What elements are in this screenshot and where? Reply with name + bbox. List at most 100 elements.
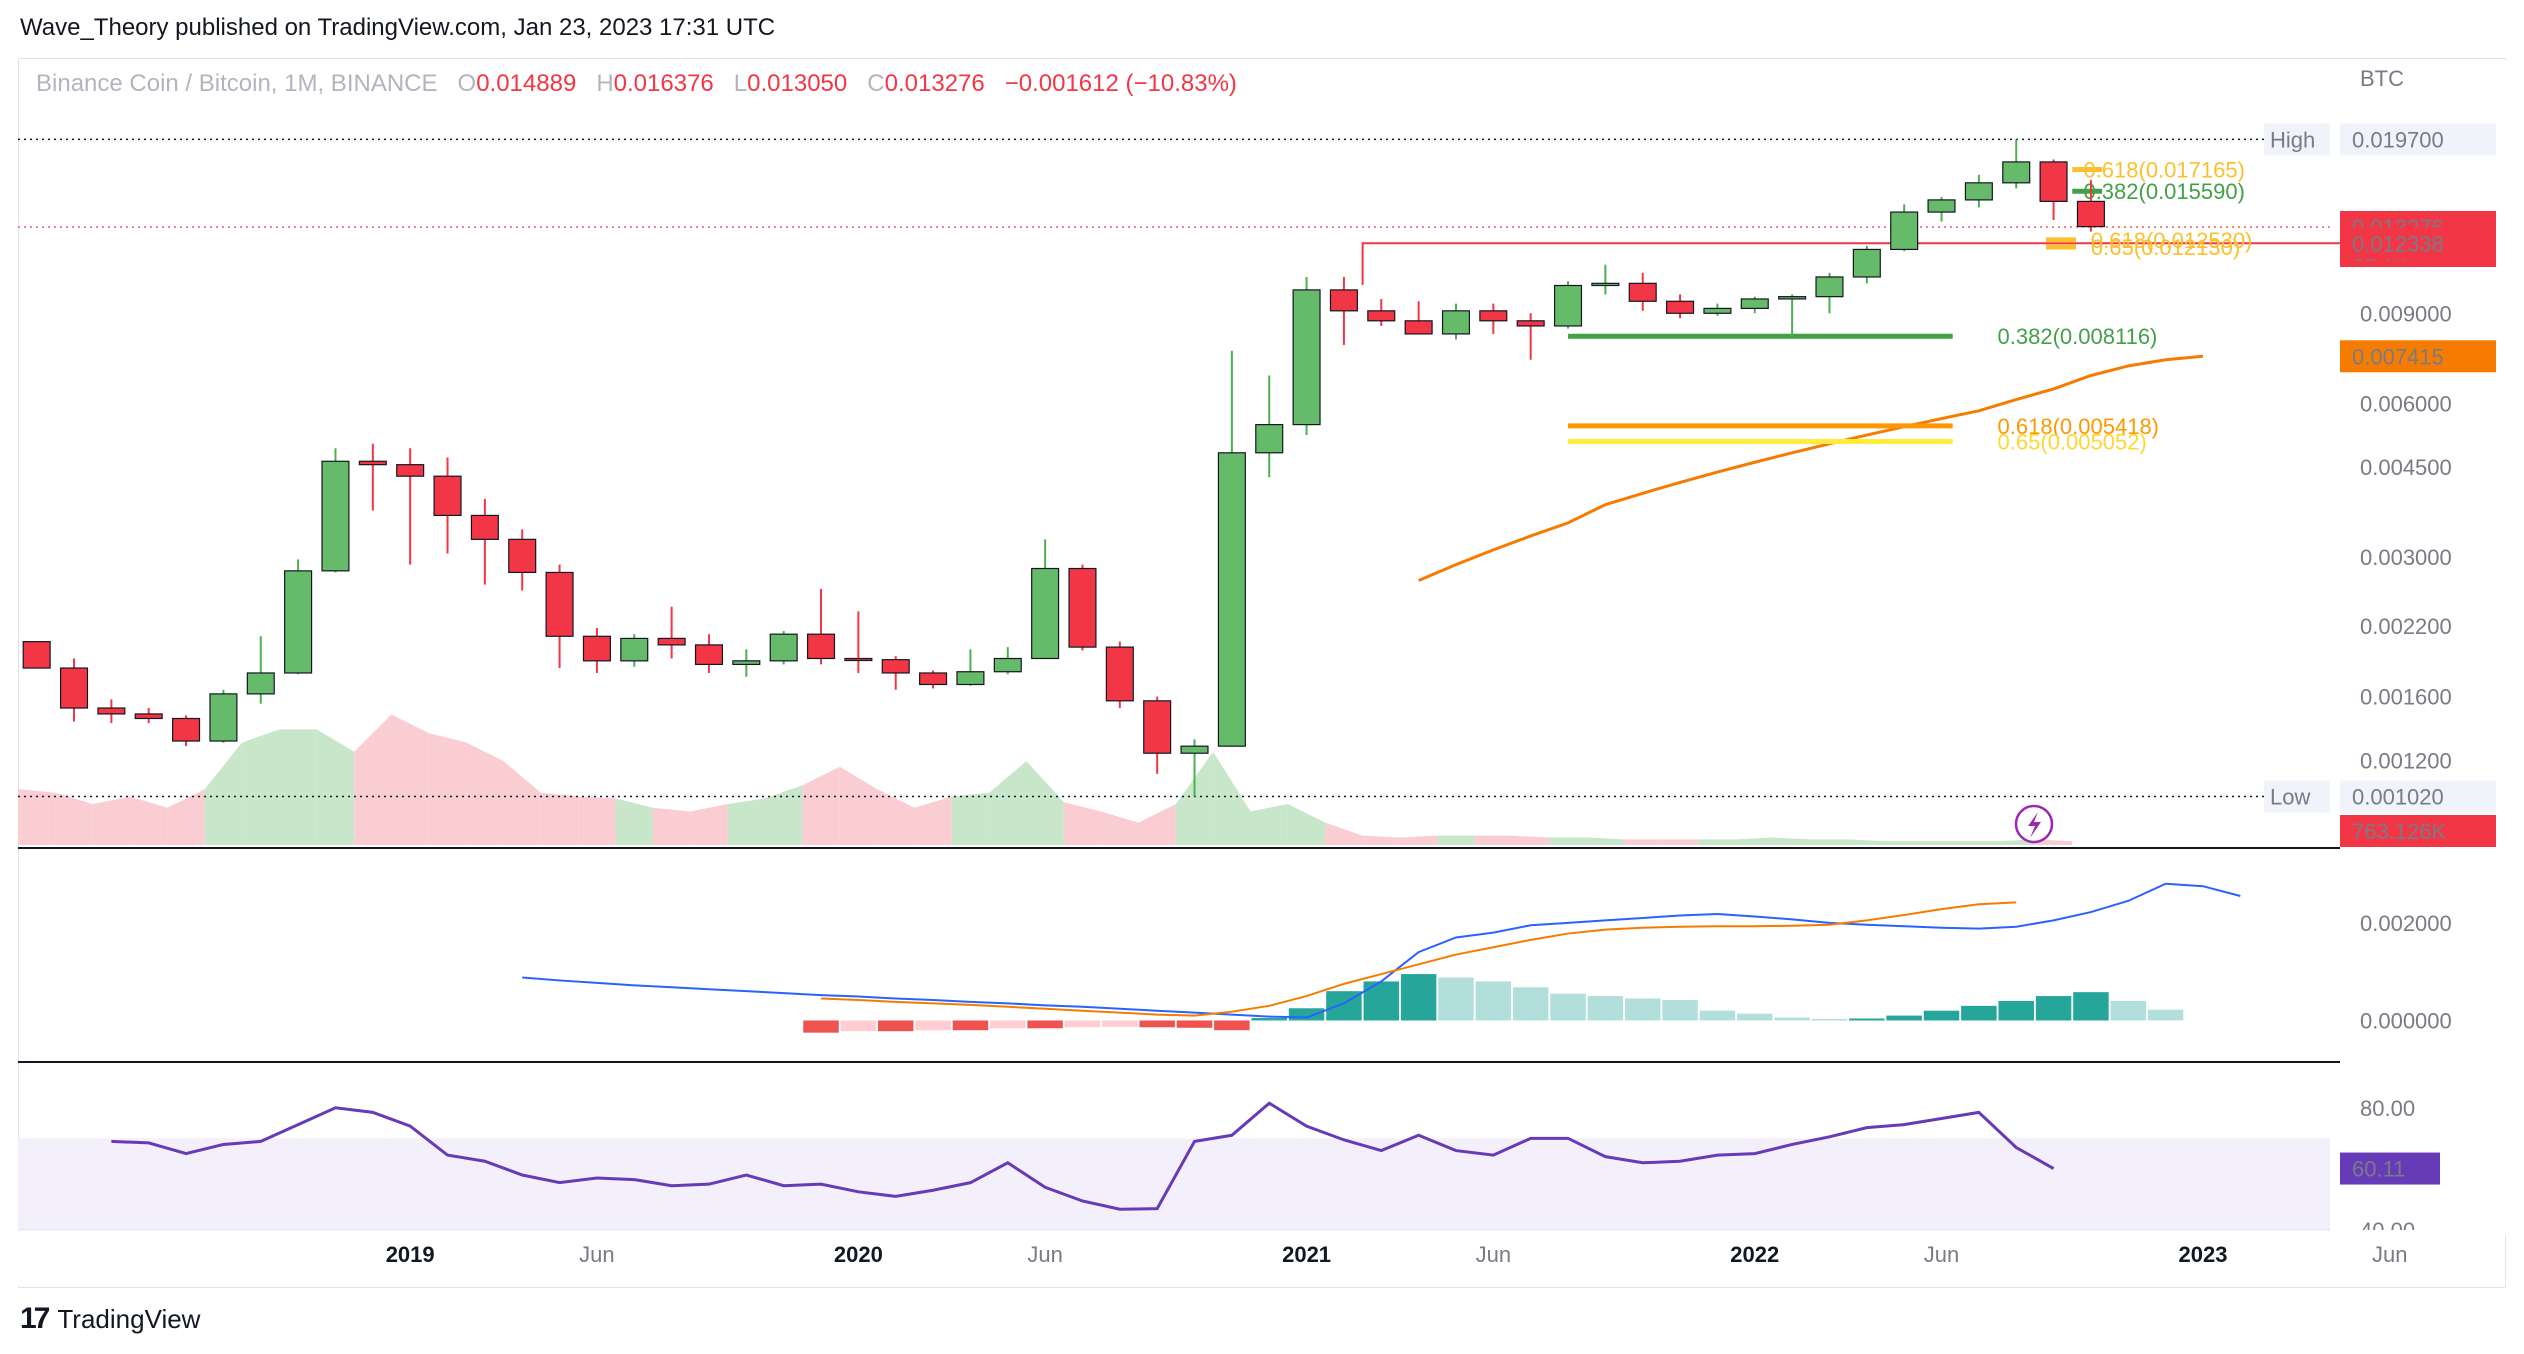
volume-area-segment xyxy=(316,729,355,845)
candle-body xyxy=(134,713,163,720)
rsi-axis-bg xyxy=(2340,1065,2520,1235)
signal-line xyxy=(820,901,2017,1017)
time-tick-label: 2023 xyxy=(2178,1242,2227,1267)
volume-area-segment xyxy=(1437,835,1475,845)
price-tag-value: 0.001020 xyxy=(2352,785,2444,810)
macd-histogram-bar xyxy=(1774,1017,1810,1021)
volume-area-segment xyxy=(1362,835,1400,845)
resistance-line xyxy=(1361,242,2353,285)
fib-level-label: 0.65(0.005052) xyxy=(1998,429,2147,454)
macd-histogram-bar xyxy=(1550,993,1586,1021)
volume-area-segment xyxy=(1026,761,1064,845)
candle-body xyxy=(806,633,836,660)
legend-symbol: Binance Coin / Bitcoin, 1M, BINANCE xyxy=(36,70,438,97)
price-tick-label: 0.009000 xyxy=(2360,301,2452,326)
candle-body xyxy=(732,660,761,666)
candle-body xyxy=(1516,320,1545,327)
volume-area-segment xyxy=(1586,837,1625,845)
price-tick-label: 0.001600 xyxy=(2360,685,2452,710)
volume-area-segment xyxy=(1661,839,1699,845)
macd-histogram-bar xyxy=(877,1020,914,1032)
currency-label: BTC xyxy=(2360,66,2404,91)
volume-area-segment xyxy=(1175,751,1214,845)
candle-body xyxy=(620,637,649,662)
price-tag-value: 0.012338 xyxy=(2352,231,2444,256)
candle-body xyxy=(769,633,798,662)
macd-histogram-bar xyxy=(1438,977,1474,1021)
macd-histogram-bar xyxy=(2035,996,2072,1021)
volume-area-segment xyxy=(1512,835,1550,845)
volume-area-segment xyxy=(167,789,205,845)
volume-area-segment xyxy=(765,785,803,845)
fib-level-label: 0.618(0.005418) xyxy=(1998,414,2159,439)
candle-body xyxy=(881,659,910,674)
macd-histogram-bar xyxy=(1214,1020,1250,1031)
price-tag-value: 0.007415 xyxy=(2352,344,2444,369)
volume-tag-bg xyxy=(2340,815,2496,847)
macd-histogram-bar xyxy=(1624,998,1661,1021)
volume-area-segment xyxy=(727,798,765,845)
volume-area-segment xyxy=(1213,751,1251,845)
macd-histogram-bar xyxy=(1998,1000,2034,1021)
candle-body xyxy=(1964,182,1993,201)
macd-histogram-bar xyxy=(1961,1005,1997,1021)
volume-area-segment xyxy=(18,789,56,845)
candle-body xyxy=(1852,248,1881,278)
price-tag-value: 0.019700 xyxy=(2352,127,2444,152)
macd-histogram-bar xyxy=(2073,992,2109,1021)
macd-axis-bg xyxy=(2340,862,2520,1052)
price-tag-name: High xyxy=(2270,127,2315,152)
candle-body xyxy=(1329,289,1358,312)
candle-body xyxy=(2002,161,2031,184)
candle-body xyxy=(433,475,462,517)
legend-close-label: C xyxy=(867,70,885,97)
macd-histogram-bar xyxy=(1512,987,1549,1021)
candle-body xyxy=(209,693,238,742)
macd-histogram-bar xyxy=(990,1020,1026,1029)
ohlc-legend: Binance Coin / Bitcoin, 1M, BINANCE O0.0… xyxy=(36,70,1237,98)
macd-histogram-bar xyxy=(2110,1000,2147,1021)
volume-area-segment xyxy=(354,714,392,845)
volume-area-segment xyxy=(615,798,653,845)
candle-body xyxy=(2076,200,2105,228)
volume-area-segment xyxy=(242,729,280,845)
volume-area-segment xyxy=(1624,839,1662,845)
candle-body xyxy=(59,667,89,709)
tradingview-logo[interactable]: 17 TradingView xyxy=(20,1302,200,1336)
volume-area-segment xyxy=(1736,837,1774,845)
rsi-line xyxy=(111,1101,2055,1211)
macd-line xyxy=(522,882,2241,1019)
time-axis-bg xyxy=(18,1230,2504,1286)
legend-high-label: H xyxy=(596,70,614,97)
candle-body xyxy=(545,571,574,637)
volume-tag-value: 763.126K xyxy=(2352,819,2447,844)
fib-level-label: 0.65(0.012130) xyxy=(2091,235,2240,260)
fib-level-label: 0.618(0.017165) xyxy=(2083,158,2244,183)
candle-body xyxy=(1068,567,1097,648)
volume-area-segment xyxy=(877,789,915,845)
price-tag-name: Low xyxy=(2270,785,2310,810)
candle-body xyxy=(1441,310,1471,335)
macd-histogram-bar xyxy=(1027,1020,1063,1029)
candle-body xyxy=(657,637,686,646)
volume-area-segment xyxy=(839,766,878,845)
macd-histogram-bar xyxy=(952,1020,989,1031)
candle-body xyxy=(1778,296,1807,300)
time-tick-label: 2021 xyxy=(1282,1242,1331,1267)
volume-area-segment xyxy=(652,807,691,845)
volume-area-segment xyxy=(1325,822,1363,845)
rsi-tick-label: 80.00 xyxy=(2360,1096,2415,1121)
volume-area-segment xyxy=(540,792,579,845)
volume-area-segment xyxy=(1885,841,1923,845)
macd-histogram-bar xyxy=(1400,974,1437,1021)
candle-body xyxy=(956,671,985,686)
price-tag-name-bg xyxy=(2264,123,2330,156)
macd-histogram-bar xyxy=(915,1020,951,1031)
candle-body xyxy=(1815,276,1844,298)
volume-area-segment xyxy=(204,742,243,845)
volume-area-segment xyxy=(1138,803,1176,845)
candle-body xyxy=(1217,452,1246,747)
macd-histogram-bar xyxy=(1251,1018,1287,1021)
macd-histogram-bar xyxy=(1811,1019,1848,1021)
